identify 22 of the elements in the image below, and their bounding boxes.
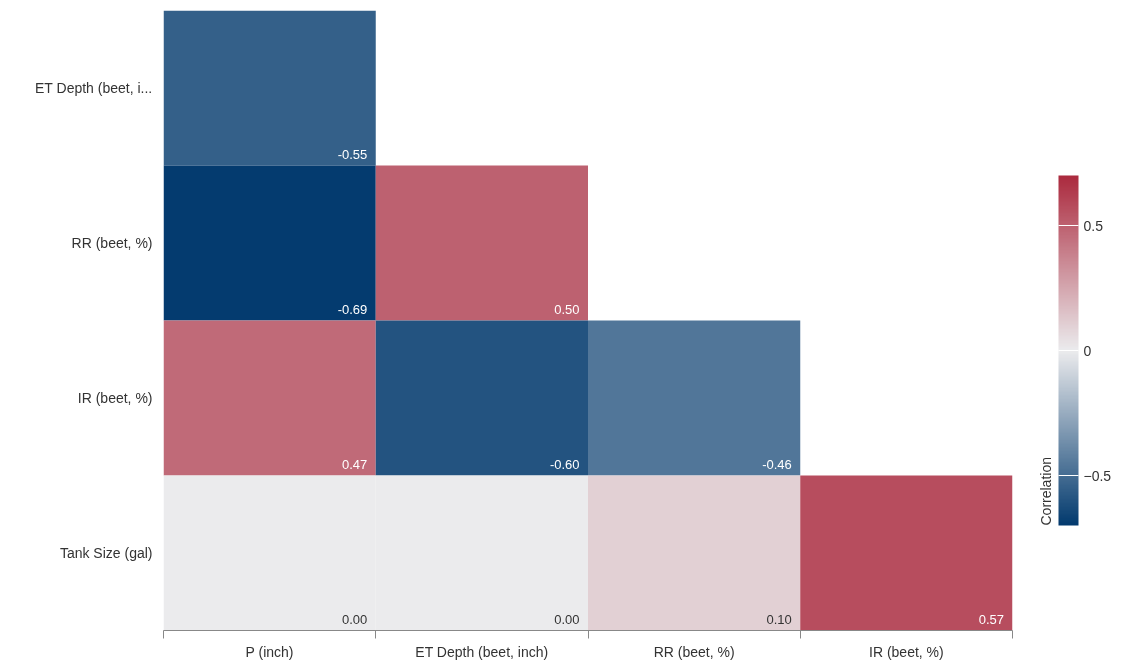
y-tick-label: RR (beet, %) xyxy=(71,235,153,251)
data-label: 0.50 xyxy=(554,302,580,318)
data-label: 0.10 xyxy=(766,612,792,628)
data-label: -0.55 xyxy=(337,147,368,163)
y-tick-label: IR (beet, %) xyxy=(77,390,153,406)
data-label: 0.57 xyxy=(978,612,1005,628)
data-label: -0.69 xyxy=(337,302,368,318)
color-bar-label: −0.5 xyxy=(1083,467,1112,484)
x-tick-label: RR (beet, %) xyxy=(653,643,735,660)
data-label: 0.00 xyxy=(554,612,580,628)
y-tick-label: ET Depth (beet, i... xyxy=(35,80,153,96)
y-tick-label: Tank Size (gal) xyxy=(59,545,153,561)
x-tick-label: IR (beet, %) xyxy=(869,643,944,660)
color-bar-label: 0 xyxy=(1083,342,1092,359)
x-tick-label: P (inch) xyxy=(245,643,294,660)
color-bar-title: Correlation xyxy=(1037,457,1054,526)
data-label: 0.00 xyxy=(341,612,368,628)
data-label: -0.60 xyxy=(549,457,580,473)
data-label: 0.47 xyxy=(341,457,368,473)
color-bar-label: 0.5 xyxy=(1083,217,1104,234)
x-tick-label: ET Depth (beet, inch) xyxy=(415,643,549,660)
data-label: -0.46 xyxy=(762,457,792,473)
